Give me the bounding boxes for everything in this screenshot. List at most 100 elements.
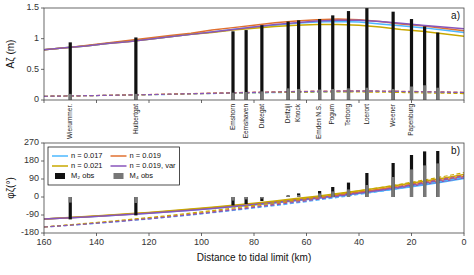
bar	[347, 189, 350, 197]
x-tick	[254, 100, 255, 103]
legend-label: n = 0.021	[71, 161, 103, 170]
bar	[245, 30, 248, 100]
legend-swatch	[55, 173, 65, 179]
bar	[231, 31, 234, 100]
legend-label: n = 0.019, var	[130, 161, 177, 170]
legend: n = 0.017n = 0.019n = 0.021n = 0.019, va…	[48, 147, 180, 185]
station-label: Dukegat	[258, 104, 266, 128]
y-tick	[41, 69, 44, 70]
station-label: Wierummer.	[66, 104, 73, 139]
bar	[410, 19, 413, 100]
bar	[297, 89, 300, 100]
x-tick	[149, 100, 150, 103]
bar	[231, 197, 234, 201]
panel-title: a)	[451, 10, 460, 21]
x-tick	[44, 100, 45, 103]
x-axis-label: Distance to tidal limit (km)	[197, 252, 311, 263]
x-tick	[254, 233, 255, 236]
station-label: Emshorn	[229, 104, 236, 130]
y-tick-label: -180	[21, 227, 39, 237]
line	[44, 20, 464, 49]
panel: -180-90090180270020406080100120140160b)φ…	[5, 137, 467, 263]
bar	[134, 94, 137, 100]
bar	[260, 25, 263, 100]
bar	[287, 21, 290, 100]
bar	[134, 37, 137, 100]
x-tick	[96, 233, 97, 236]
legend-label: M₂ obs	[71, 171, 95, 180]
y-tick	[41, 143, 44, 144]
legend-label: n = 0.019	[130, 151, 162, 160]
bar	[410, 169, 413, 197]
bar	[245, 197, 248, 199]
bar	[331, 89, 334, 100]
bar	[134, 197, 137, 215]
y-axis-label: φζ(°)	[5, 177, 17, 199]
station-label: Delfzijl	[284, 103, 292, 123]
bar	[392, 177, 395, 197]
bar	[260, 197, 263, 201]
bar	[392, 89, 395, 100]
bar	[365, 88, 368, 100]
x-tick	[306, 100, 307, 103]
y-tick-label: 1.5	[26, 2, 39, 12]
y-tick	[41, 197, 44, 198]
bar	[436, 151, 439, 197]
bar	[69, 42, 72, 100]
legend-swatch	[114, 173, 124, 179]
bar	[287, 88, 290, 100]
bar	[423, 165, 426, 197]
y-tick-label: 0	[34, 94, 39, 104]
y-tick	[41, 8, 44, 9]
bar	[318, 90, 321, 100]
line	[44, 91, 464, 96]
bar	[423, 151, 426, 197]
bar	[423, 85, 426, 100]
station-label: Emden N.S.	[315, 104, 322, 139]
bar	[134, 197, 137, 203]
x-tick	[149, 233, 150, 236]
station-label: Loerort	[363, 104, 370, 125]
bar	[318, 191, 321, 197]
legend-swatch	[111, 155, 127, 157]
panel: 00.511.5a)Aζ (m)Wierummer.HuibertgatEmsh…	[5, 2, 464, 139]
bar	[365, 185, 368, 197]
bar	[347, 183, 350, 197]
line	[44, 19, 464, 50]
bar	[245, 92, 248, 100]
bar	[245, 197, 248, 204]
bar	[297, 195, 300, 197]
x-tick	[96, 100, 97, 103]
frame	[44, 8, 464, 100]
legend-box	[48, 147, 180, 185]
bar	[436, 163, 439, 197]
legend-swatch	[52, 155, 68, 157]
bar	[231, 197, 234, 205]
bar	[287, 196, 290, 197]
x-tick	[411, 100, 412, 103]
y-tick	[41, 161, 44, 162]
x-tick-label: 20	[406, 237, 416, 247]
y-tick-label: 90	[29, 173, 39, 183]
bar	[318, 193, 321, 197]
bar	[297, 20, 300, 100]
y-tick-label: 270	[24, 137, 39, 147]
y-tick-label: 0	[34, 191, 39, 201]
line	[44, 91, 464, 96]
bar	[436, 33, 439, 100]
x-tick-label: 60	[301, 237, 311, 247]
panel-title: b)	[451, 145, 460, 156]
y-axis-label: Aζ (m)	[5, 40, 17, 69]
bar	[331, 191, 334, 197]
x-tick	[359, 100, 360, 103]
bar	[410, 155, 413, 197]
legend-swatch	[111, 165, 127, 167]
bar	[365, 8, 368, 100]
station-label: Eemshaven	[242, 104, 249, 139]
bar	[392, 12, 395, 100]
x-tick-label: 0	[461, 237, 466, 247]
y-tick	[41, 179, 44, 180]
bar	[231, 93, 234, 100]
legend-swatch	[52, 165, 68, 167]
station-label: Terborg	[344, 104, 352, 126]
